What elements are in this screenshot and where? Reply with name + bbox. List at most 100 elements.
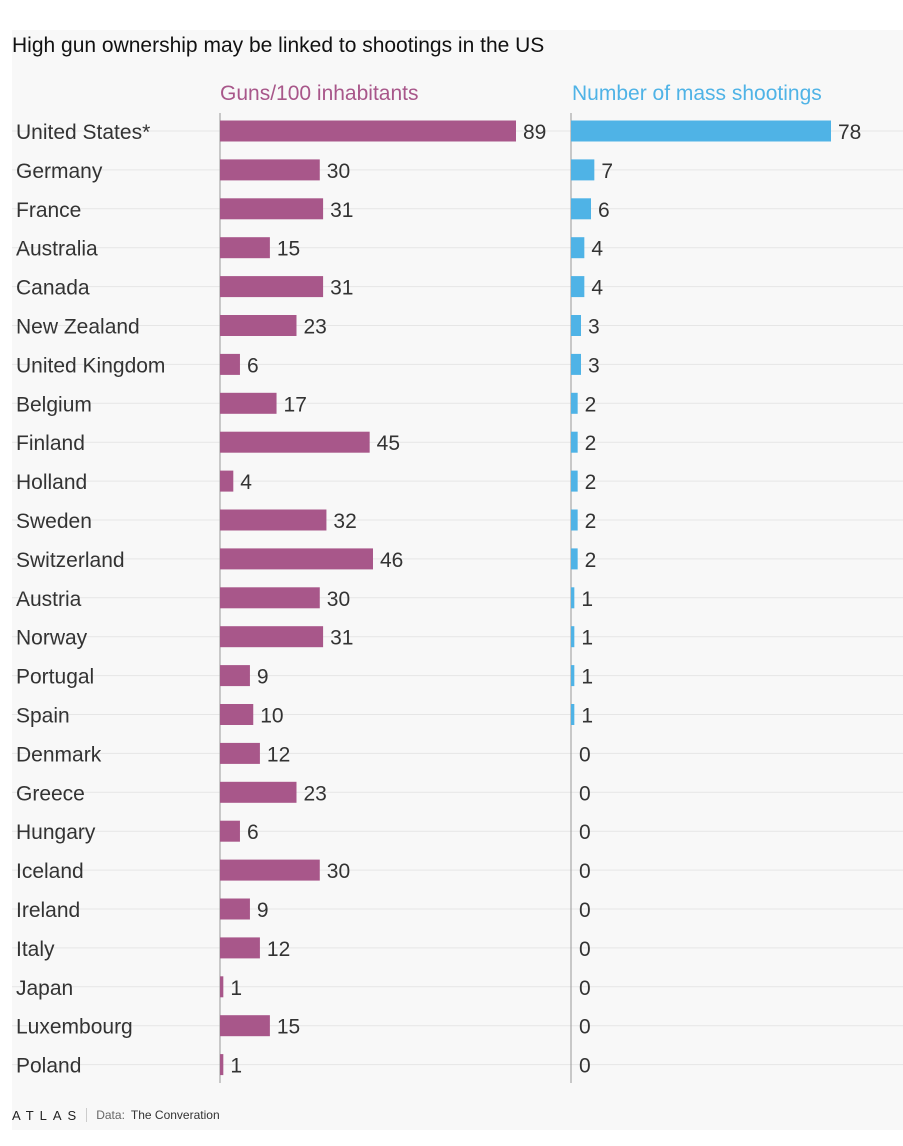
bar-guns xyxy=(220,470,234,492)
data-label-guns: 32 xyxy=(333,510,356,533)
bar-guns xyxy=(220,1054,224,1076)
data-label-shootings: 1 xyxy=(581,588,593,611)
data-label-guns: 30 xyxy=(327,588,350,611)
data-label-guns: 6 xyxy=(247,354,259,377)
data-label-shootings: 2 xyxy=(585,393,597,416)
data-label-guns: 6 xyxy=(247,821,259,844)
category-label: Holland xyxy=(16,471,87,494)
bar-guns xyxy=(220,509,327,531)
category-label: Australia xyxy=(16,238,98,261)
bar-shootings xyxy=(571,276,585,298)
data-label-guns: 15 xyxy=(277,238,300,261)
series-header-shootings: Number of mass shootings xyxy=(572,82,822,105)
category-label: Luxembourg xyxy=(16,1016,133,1039)
source-value: The Converation xyxy=(130,1108,220,1122)
category-label: Finland xyxy=(16,432,85,455)
category-label: France xyxy=(16,199,81,222)
data-label-guns: 31 xyxy=(330,277,353,300)
data-label-shootings: 1 xyxy=(581,627,593,650)
bar-guns xyxy=(220,626,324,648)
bar-guns xyxy=(220,120,516,142)
bar-shootings xyxy=(571,431,578,453)
bar-guns xyxy=(220,198,324,220)
data-label-shootings: 4 xyxy=(591,238,603,261)
data-label-shootings: 2 xyxy=(585,432,597,455)
bar-shootings xyxy=(571,198,591,220)
data-label-guns: 30 xyxy=(327,860,350,883)
bar-shootings xyxy=(571,509,578,531)
category-label: Spain xyxy=(16,705,70,728)
category-label: Austria xyxy=(16,588,82,611)
bar-guns xyxy=(220,898,250,920)
data-label-shootings: 0 xyxy=(579,1016,591,1039)
data-label-shootings: 2 xyxy=(585,510,597,533)
data-label-shootings: 0 xyxy=(579,860,591,883)
data-label-guns: 46 xyxy=(380,549,403,572)
data-label-shootings: 2 xyxy=(585,549,597,572)
bar-shootings xyxy=(571,353,581,375)
data-label-shootings: 1 xyxy=(581,666,593,689)
bar-shootings xyxy=(571,587,575,609)
category-label: Hungary xyxy=(16,821,96,844)
source-label: Data: xyxy=(96,1108,125,1122)
data-label-shootings: 4 xyxy=(591,277,603,300)
bar-guns xyxy=(220,704,254,725)
data-label-guns: 31 xyxy=(330,199,353,222)
data-label-shootings: 3 xyxy=(588,316,600,339)
bar-shootings xyxy=(571,548,578,570)
bar-guns xyxy=(220,548,373,570)
category-label: Denmark xyxy=(16,743,102,766)
bar-guns xyxy=(220,315,297,336)
data-label-shootings: 2 xyxy=(585,471,597,494)
data-label-shootings: 3 xyxy=(588,354,600,377)
bar-guns xyxy=(220,276,324,298)
category-label: United States* xyxy=(16,121,150,144)
bar-shootings xyxy=(571,237,585,259)
bar-shootings xyxy=(571,120,831,142)
bar-guns xyxy=(220,742,260,764)
data-label-shootings: 7 xyxy=(601,160,613,183)
category-label: Ireland xyxy=(16,899,80,922)
bar-guns xyxy=(220,237,270,259)
data-label-guns: 4 xyxy=(240,471,252,494)
data-label-guns: 12 xyxy=(267,938,290,961)
category-label: Norway xyxy=(16,627,88,650)
category-label: New Zealand xyxy=(16,316,140,339)
data-label-guns: 1 xyxy=(230,1055,242,1078)
data-label-guns: 9 xyxy=(257,666,269,689)
bar-guns xyxy=(220,859,320,881)
data-label-guns: 23 xyxy=(303,782,326,805)
footer: ATLAS Data: The Converation xyxy=(12,1104,220,1126)
bar-guns xyxy=(220,820,240,842)
bar-guns xyxy=(220,159,320,181)
data-label-guns: 9 xyxy=(257,899,269,922)
bar-shootings xyxy=(571,665,575,687)
bar-guns xyxy=(220,392,277,414)
category-label: Belgium xyxy=(16,393,92,416)
data-label-shootings: 0 xyxy=(579,743,591,766)
category-label: Italy xyxy=(16,938,55,961)
data-label-guns: 23 xyxy=(303,316,326,339)
data-label-shootings: 6 xyxy=(598,199,610,222)
data-label-shootings: 1 xyxy=(581,705,593,728)
bar-guns xyxy=(220,937,260,959)
bar-guns xyxy=(220,781,297,803)
bar-guns xyxy=(220,1015,270,1037)
chart-background xyxy=(12,30,903,1130)
data-label-guns: 89 xyxy=(523,121,546,144)
data-label-guns: 31 xyxy=(330,627,353,650)
bar-shootings xyxy=(571,159,595,181)
data-label-guns: 1 xyxy=(230,977,242,1000)
footer-divider xyxy=(86,1108,88,1122)
data-label-guns: 17 xyxy=(284,393,307,416)
data-label-shootings: 0 xyxy=(579,821,591,844)
category-label: United Kingdom xyxy=(16,354,165,377)
category-label: Switzerland xyxy=(16,549,125,572)
data-label-shootings: 0 xyxy=(579,782,591,805)
bar-guns xyxy=(220,431,370,453)
bar-guns xyxy=(220,976,224,998)
data-label-shootings: 0 xyxy=(579,938,591,961)
data-label-guns: 10 xyxy=(260,705,283,728)
series-header-guns: Guns/100 inhabitants xyxy=(220,82,418,105)
